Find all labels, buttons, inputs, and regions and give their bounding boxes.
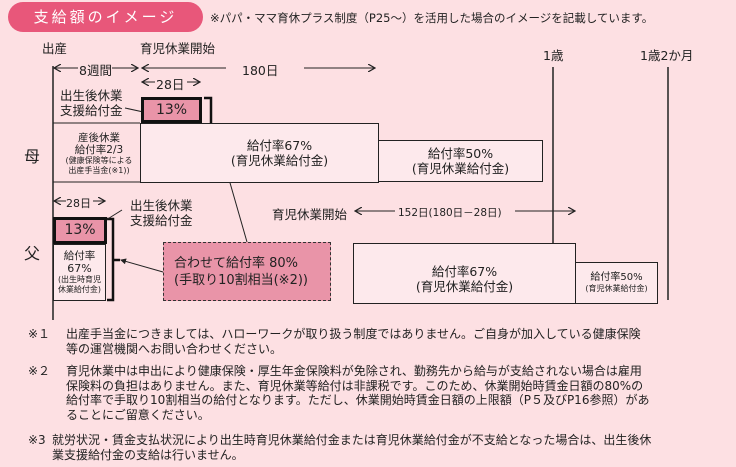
- mother-support-rate-box: 13%: [141, 97, 202, 123]
- days28-label: 28日: [156, 77, 185, 92]
- note-2: ※２ 育児休業中は申出により健康保険・厚生年金保険料が免除され、勤務先から給与が…: [28, 364, 650, 422]
- father-support-rate-box: 13%: [53, 217, 107, 244]
- father-support-label: 出生後休業 支援給付金: [130, 198, 193, 228]
- section-title: 支給額のイメージ: [8, 2, 203, 32]
- header-note: ※パパ・ママ育休プラス制度（P25～）を活用した場合のイメージを記載しています。: [210, 11, 654, 25]
- father-days28-label: 28日: [66, 197, 91, 210]
- maternity-benefit: 産後休業 給付率2/3 (健康保険等による 出産手当金(※1)): [65, 132, 133, 175]
- note-1: ※１ 出産手当金につきましては、ハローワークが取り扱う制度ではありません。ご自身…: [28, 327, 641, 356]
- birth-label: 出産: [42, 41, 68, 56]
- father-rate67-box: 給付率67% (育児休業給付金): [353, 243, 576, 304]
- mother-rate67-box: 給付率67% (育児休業給付金): [140, 123, 379, 183]
- days180-label: 180日: [242, 63, 279, 78]
- leave-start-label: 育児休業開始: [140, 41, 216, 56]
- age1-label: 1歳: [543, 48, 564, 63]
- father-leave-start-label: 育児休業開始: [272, 207, 348, 222]
- father-label: 父: [24, 244, 41, 263]
- weeks8-label: 8週間: [79, 63, 112, 78]
- days152-label: 152日(180日－28日): [398, 207, 502, 219]
- combined-rate-box: 合わせて給付率 80% (手取り10割相当(※2)): [163, 242, 331, 301]
- mother-label: 母: [24, 147, 41, 166]
- age1-2m-label: 1歳2か月: [640, 48, 694, 63]
- father-rate50-box: 給付率50% (育児休業給付金): [575, 262, 658, 304]
- father-birth-leave-box: 給付率 67% (出生時育児 休業給付金): [53, 244, 106, 301]
- note-3: ※3 就労状況・賃金支払状況により出生時育児休業給付金または育児休業給付金が不支…: [28, 433, 652, 462]
- mother-rate50-box: 給付率50% (育児休業給付金): [378, 140, 543, 182]
- mother-support-label: 出生後休業 支援給付金: [60, 88, 123, 118]
